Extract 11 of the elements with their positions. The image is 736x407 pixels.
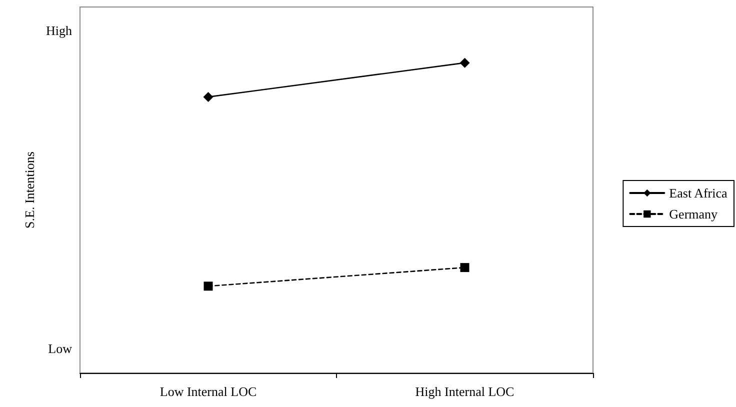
x-tick-label: Low Internal LOC [160, 384, 257, 399]
text: Low [48, 341, 73, 356]
point [203, 92, 214, 102]
legend-label: Germany [669, 206, 718, 222]
text: High [46, 23, 72, 38]
x-tick-label: High Internal LOC [415, 384, 514, 399]
y-axis-title: S.E. Intentions [22, 152, 37, 228]
point [204, 282, 213, 291]
point [460, 58, 470, 68]
legend-label: East Africa [669, 186, 728, 200]
point [460, 263, 470, 272]
